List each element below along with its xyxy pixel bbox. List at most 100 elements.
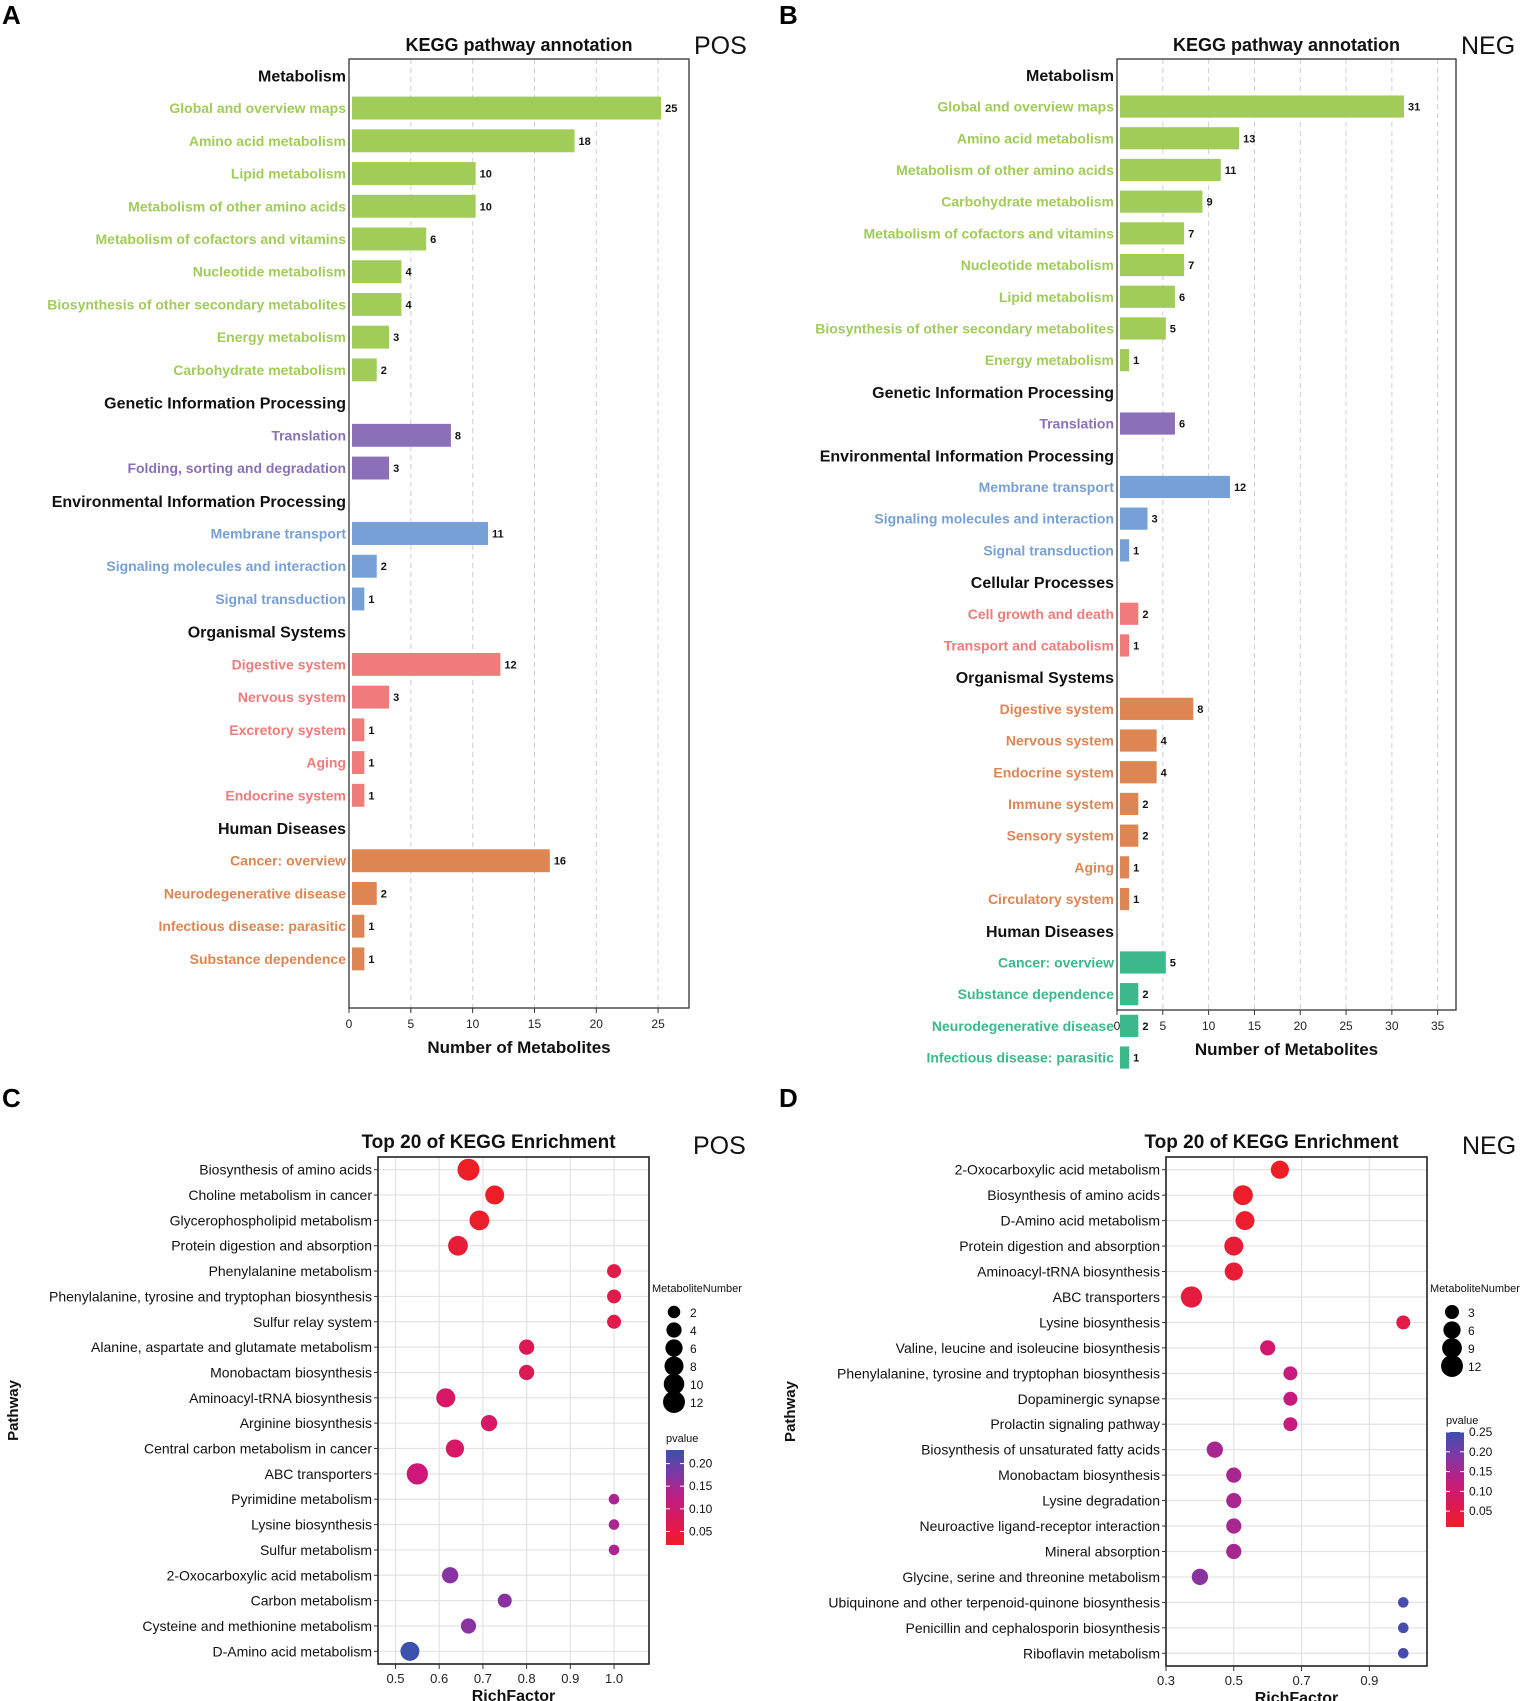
pathway-label: 2-Oxocarboxylic acid metabolism bbox=[167, 1567, 372, 1583]
bar-value-label: 3 bbox=[393, 463, 399, 475]
y-axis-title: Pathway bbox=[782, 1380, 799, 1442]
bar-value-label: 1 bbox=[368, 790, 374, 802]
bar bbox=[352, 914, 365, 938]
bar-value-label: 3 bbox=[1151, 514, 1157, 526]
bubble bbox=[1206, 1441, 1223, 1458]
color-legend-title: pvalue bbox=[666, 1433, 698, 1445]
x-tick-label: 5 bbox=[407, 1017, 414, 1031]
x-tick-label: 0.5 bbox=[386, 1671, 404, 1686]
bar bbox=[352, 554, 377, 578]
color-legend-label: 0.10 bbox=[1469, 1484, 1493, 1498]
bubble bbox=[1233, 1185, 1253, 1206]
pathway-label: Monobactam biosynthesis bbox=[998, 1467, 1160, 1483]
bar bbox=[1120, 887, 1130, 911]
bubble bbox=[1191, 1568, 1209, 1586]
size-legend-dot bbox=[1443, 1321, 1461, 1339]
bubble bbox=[607, 1264, 622, 1279]
size-legend-dot bbox=[666, 1322, 682, 1338]
bar bbox=[1120, 983, 1139, 1006]
pathway-label: Ubiquinone and other terpenoid-quinone b… bbox=[828, 1594, 1160, 1610]
bar-value-label: 5 bbox=[1170, 323, 1176, 335]
bubble bbox=[485, 1185, 505, 1205]
bar-value-label: 2 bbox=[381, 365, 387, 377]
size-legend-label: 4 bbox=[690, 1324, 697, 1338]
bar-value-label: 1 bbox=[1133, 1053, 1139, 1065]
pathway-label: Lipid metabolism bbox=[231, 166, 346, 182]
color-legend-label: 0.15 bbox=[1469, 1465, 1493, 1479]
bar-value-label: 8 bbox=[455, 430, 461, 442]
bar bbox=[352, 882, 377, 905]
pathway-label: Central carbon metabolism in cancer bbox=[144, 1441, 372, 1457]
bar bbox=[1120, 729, 1157, 752]
size-legend-dot bbox=[663, 1391, 685, 1413]
bar-value-label: 4 bbox=[405, 267, 412, 279]
pathway-label: Glycerophospholipid metabolism bbox=[170, 1212, 372, 1228]
bar bbox=[352, 783, 365, 807]
size-legend-dot bbox=[663, 1373, 685, 1395]
bar bbox=[1120, 824, 1139, 847]
bubble bbox=[1180, 1286, 1203, 1308]
pathway-label: Substance dependence bbox=[190, 951, 347, 967]
x-tick-label: 5 bbox=[1159, 1019, 1166, 1033]
bubble bbox=[1226, 1467, 1242, 1483]
bar bbox=[1120, 253, 1185, 277]
mode-tag: NEG bbox=[1461, 32, 1515, 60]
pathway-label: Protein digestion and absorption bbox=[959, 1238, 1160, 1254]
pathway-label: Nervous system bbox=[1006, 733, 1114, 749]
bar bbox=[1120, 951, 1166, 974]
category-header-genetic-information-processing: Genetic Information Processing bbox=[104, 396, 346, 413]
pathway-label: Signal transduction bbox=[215, 591, 346, 607]
bar bbox=[352, 718, 365, 742]
pathway-label: Biosynthesis of amino acids bbox=[987, 1187, 1160, 1203]
bar bbox=[352, 96, 662, 120]
x-tick-label: 0.8 bbox=[518, 1671, 536, 1686]
bar bbox=[352, 292, 402, 316]
bar bbox=[1120, 507, 1148, 530]
pathway-label: Excretory system bbox=[229, 722, 346, 738]
size-legend-dot bbox=[667, 1305, 681, 1319]
pathway-label: Biosynthesis of amino acids bbox=[199, 1162, 372, 1178]
size-legend-label: 6 bbox=[1468, 1324, 1475, 1338]
bar bbox=[1120, 856, 1130, 879]
pathway-label: Prolactin signaling pathway bbox=[990, 1416, 1160, 1432]
color-legend-label: 0.20 bbox=[1469, 1445, 1493, 1459]
pathway-label: Carbon metabolism bbox=[251, 1593, 372, 1609]
bubble bbox=[1224, 1262, 1243, 1281]
bar bbox=[1120, 127, 1240, 150]
x-axis-title: RichFactor bbox=[472, 1688, 556, 1701]
size-legend-label: 6 bbox=[690, 1342, 697, 1356]
x-tick-label: 0 bbox=[1114, 1019, 1121, 1033]
size-legend-label: 2 bbox=[690, 1306, 697, 1320]
mode-tag: POS bbox=[694, 32, 747, 60]
size-legend-label: 9 bbox=[1468, 1342, 1475, 1356]
bar-value-label: 2 bbox=[1142, 609, 1148, 621]
pathway-label: Nervous system bbox=[238, 689, 346, 705]
bubble bbox=[1397, 1622, 1409, 1634]
pathway-label: Translation bbox=[271, 427, 346, 443]
y-axis-title: Pathway bbox=[5, 1379, 22, 1441]
bubble bbox=[1397, 1597, 1409, 1608]
bubble bbox=[400, 1641, 420, 1661]
plot-frame bbox=[348, 58, 690, 1009]
bubble bbox=[457, 1158, 480, 1181]
x-tick-label: 1.0 bbox=[605, 1671, 623, 1686]
pathway-label: Biosynthesis of other secondary metaboli… bbox=[47, 296, 346, 312]
bar-value-label: 31 bbox=[1408, 102, 1420, 114]
color-legend-label: 0.05 bbox=[689, 1524, 713, 1538]
pathway-label: Neuroactive ligand-receptor interaction bbox=[920, 1518, 1160, 1534]
pathway-label: Amino acid metabolism bbox=[957, 130, 1114, 146]
bar bbox=[1120, 190, 1203, 213]
bubble bbox=[1396, 1315, 1411, 1330]
x-tick-label: 10 bbox=[1202, 1019, 1216, 1033]
pathway-label: Membrane transport bbox=[979, 479, 1115, 495]
pathway-label: Lysine biosynthesis bbox=[251, 1517, 372, 1533]
bar-value-label: 2 bbox=[381, 888, 387, 900]
x-tick-label: 15 bbox=[1248, 1019, 1262, 1033]
pathway-label: Metabolism of other amino acids bbox=[128, 198, 346, 214]
x-tick-label: 10 bbox=[466, 1017, 480, 1031]
x-tick-label: 35 bbox=[1431, 1019, 1445, 1033]
pathway-label: Sulfur relay system bbox=[253, 1314, 372, 1330]
panel-b-bar-chart: B KEGG pathway annotation NEG Metabolism Glo… bbox=[779, 0, 1515, 1069]
pathway-label: Aging bbox=[306, 755, 346, 771]
bubble bbox=[406, 1463, 428, 1485]
